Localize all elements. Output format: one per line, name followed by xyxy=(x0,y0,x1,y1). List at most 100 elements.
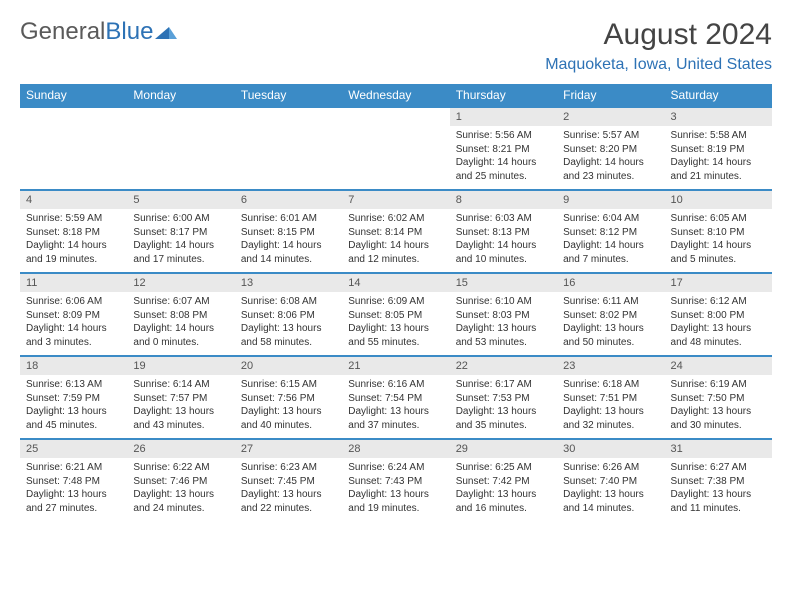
day-content-cell: Sunrise: 6:02 AMSunset: 8:14 PMDaylight:… xyxy=(342,209,449,273)
sunset-text: Sunset: 8:10 PM xyxy=(671,226,766,240)
day-number-cell: 17 xyxy=(665,273,772,292)
sunset-text: Sunset: 7:46 PM xyxy=(133,475,228,489)
day-content-cell: Sunrise: 6:13 AMSunset: 7:59 PMDaylight:… xyxy=(20,375,127,439)
dayhead-sat: Saturday xyxy=(665,84,772,107)
sunrise-text: Sunrise: 5:57 AM xyxy=(563,129,658,143)
day-number-cell: 25 xyxy=(20,439,127,458)
day-content-cell xyxy=(20,126,127,190)
day-number: 31 xyxy=(671,443,683,455)
day-content-cell: Sunrise: 6:00 AMSunset: 8:17 PMDaylight:… xyxy=(127,209,234,273)
day-number-cell: 14 xyxy=(342,273,449,292)
day-content-cell: Sunrise: 6:25 AMSunset: 7:42 PMDaylight:… xyxy=(450,458,557,521)
daylight-text: Daylight: 13 hours and 24 minutes. xyxy=(133,488,228,515)
sunrise-text: Sunrise: 6:24 AM xyxy=(348,461,443,475)
day-number-cell xyxy=(127,107,234,126)
day-number: 16 xyxy=(563,277,575,289)
day-number: 12 xyxy=(133,277,145,289)
daylight-text: Daylight: 13 hours and 53 minutes. xyxy=(456,322,551,349)
sunset-text: Sunset: 7:43 PM xyxy=(348,475,443,489)
sunset-text: Sunset: 7:48 PM xyxy=(26,475,121,489)
daylight-text: Daylight: 14 hours and 12 minutes. xyxy=(348,239,443,266)
daylight-text: Daylight: 13 hours and 50 minutes. xyxy=(563,322,658,349)
day-number: 3 xyxy=(671,111,677,123)
day-content-cell: Sunrise: 6:24 AMSunset: 7:43 PMDaylight:… xyxy=(342,458,449,521)
daylight-text: Daylight: 13 hours and 40 minutes. xyxy=(241,405,336,432)
day-content-cell xyxy=(235,126,342,190)
week-content-row: Sunrise: 6:13 AMSunset: 7:59 PMDaylight:… xyxy=(20,375,772,439)
day-content-cell: Sunrise: 6:18 AMSunset: 7:51 PMDaylight:… xyxy=(557,375,664,439)
daylight-text: Daylight: 13 hours and 35 minutes. xyxy=(456,405,551,432)
week-daynum-row: 45678910 xyxy=(20,190,772,209)
day-number-cell: 15 xyxy=(450,273,557,292)
sunrise-text: Sunrise: 6:04 AM xyxy=(563,212,658,226)
dayhead-wed: Wednesday xyxy=(342,84,449,107)
sunrise-text: Sunrise: 6:21 AM xyxy=(26,461,121,475)
day-content-cell: Sunrise: 6:14 AMSunset: 7:57 PMDaylight:… xyxy=(127,375,234,439)
day-number-cell: 30 xyxy=(557,439,664,458)
sunset-text: Sunset: 8:14 PM xyxy=(348,226,443,240)
day-number-cell: 21 xyxy=(342,356,449,375)
day-number-cell: 24 xyxy=(665,356,772,375)
daylight-text: Daylight: 13 hours and 32 minutes. xyxy=(563,405,658,432)
sunset-text: Sunset: 7:53 PM xyxy=(456,392,551,406)
sunrise-text: Sunrise: 6:17 AM xyxy=(456,378,551,392)
day-number-cell: 16 xyxy=(557,273,664,292)
day-number-cell: 31 xyxy=(665,439,772,458)
sunrise-text: Sunrise: 6:22 AM xyxy=(133,461,228,475)
sunrise-text: Sunrise: 6:12 AM xyxy=(671,295,766,309)
sunset-text: Sunset: 8:09 PM xyxy=(26,309,121,323)
day-number: 2 xyxy=(563,111,569,123)
dayhead-tue: Tuesday xyxy=(235,84,342,107)
brand-part1: General xyxy=(20,18,105,46)
day-content-cell: Sunrise: 5:58 AMSunset: 8:19 PMDaylight:… xyxy=(665,126,772,190)
day-content-cell: Sunrise: 6:07 AMSunset: 8:08 PMDaylight:… xyxy=(127,292,234,356)
sunrise-text: Sunrise: 6:02 AM xyxy=(348,212,443,226)
day-number-cell: 7 xyxy=(342,190,449,209)
sunset-text: Sunset: 8:00 PM xyxy=(671,309,766,323)
day-number: 11 xyxy=(26,277,37,289)
day-number: 10 xyxy=(671,194,683,206)
day-number: 19 xyxy=(133,360,145,372)
day-content-cell xyxy=(127,126,234,190)
day-number: 8 xyxy=(456,194,462,206)
day-number-cell: 26 xyxy=(127,439,234,458)
sunrise-text: Sunrise: 6:06 AM xyxy=(26,295,121,309)
daylight-text: Daylight: 14 hours and 19 minutes. xyxy=(26,239,121,266)
week-daynum-row: 12 3 xyxy=(20,107,772,126)
day-number-cell: 4 xyxy=(20,190,127,209)
daylight-text: Daylight: 13 hours and 30 minutes. xyxy=(671,405,766,432)
sunset-text: Sunset: 7:38 PM xyxy=(671,475,766,489)
title-block: August 2024 Maquoketa, Iowa, United Stat… xyxy=(545,18,772,74)
week-content-row: Sunrise: 5:59 AMSunset: 8:18 PMDaylight:… xyxy=(20,209,772,273)
day-content-cell: Sunrise: 6:23 AMSunset: 7:45 PMDaylight:… xyxy=(235,458,342,521)
sunrise-text: Sunrise: 6:23 AM xyxy=(241,461,336,475)
day-number-cell: 1 xyxy=(450,107,557,126)
sunrise-text: Sunrise: 6:07 AM xyxy=(133,295,228,309)
sunset-text: Sunset: 8:17 PM xyxy=(133,226,228,240)
day-number-cell: 13 xyxy=(235,273,342,292)
day-content-cell: Sunrise: 5:57 AMSunset: 8:20 PMDaylight:… xyxy=(557,126,664,190)
day-content-cell: Sunrise: 6:09 AMSunset: 8:05 PMDaylight:… xyxy=(342,292,449,356)
day-number-cell xyxy=(342,107,449,126)
day-number: 4 xyxy=(26,194,32,206)
page-header: GeneralBlue August 2024 Maquoketa, Iowa,… xyxy=(20,18,772,74)
sunrise-text: Sunrise: 6:00 AM xyxy=(133,212,228,226)
sunrise-text: Sunrise: 6:09 AM xyxy=(348,295,443,309)
day-content-cell: Sunrise: 6:06 AMSunset: 8:09 PMDaylight:… xyxy=(20,292,127,356)
sunrise-text: Sunrise: 5:59 AM xyxy=(26,212,121,226)
sunset-text: Sunset: 8:08 PM xyxy=(133,309,228,323)
sunset-text: Sunset: 7:54 PM xyxy=(348,392,443,406)
sunset-text: Sunset: 8:02 PM xyxy=(563,309,658,323)
day-number: 23 xyxy=(563,360,575,372)
day-number: 25 xyxy=(26,443,38,455)
location-label: Maquoketa, Iowa, United States xyxy=(545,56,772,74)
dayhead-mon: Monday xyxy=(127,84,234,107)
day-number: 7 xyxy=(348,194,354,206)
day-content-cell: Sunrise: 6:26 AMSunset: 7:40 PMDaylight:… xyxy=(557,458,664,521)
daylight-text: Daylight: 13 hours and 43 minutes. xyxy=(133,405,228,432)
sunrise-text: Sunrise: 5:58 AM xyxy=(671,129,766,143)
sunrise-text: Sunrise: 6:26 AM xyxy=(563,461,658,475)
sunset-text: Sunset: 7:57 PM xyxy=(133,392,228,406)
day-number-cell: 6 xyxy=(235,190,342,209)
day-number: 5 xyxy=(133,194,139,206)
